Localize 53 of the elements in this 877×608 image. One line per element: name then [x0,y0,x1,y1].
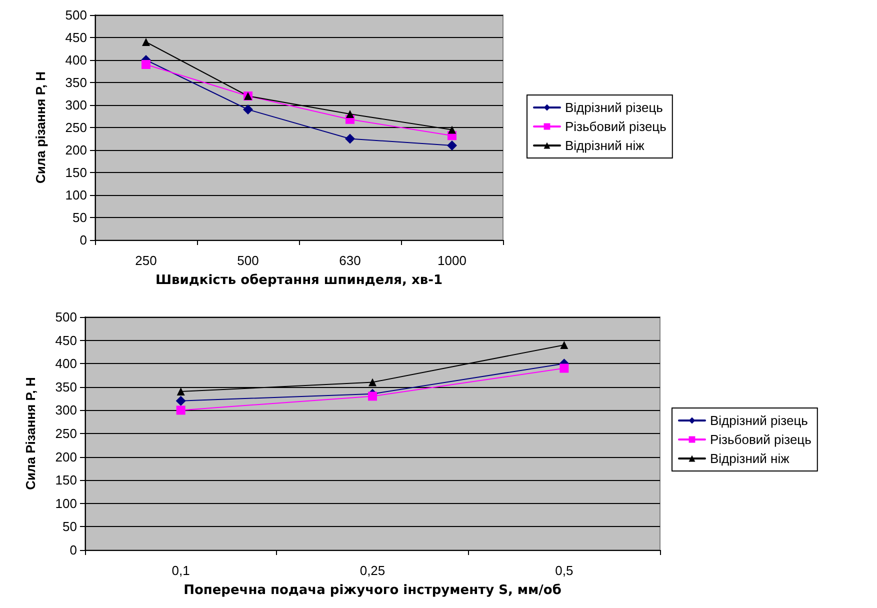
y-tick-label: 150 [55,472,77,488]
y-tick-label: 500 [65,8,87,22]
legend-label: Відрізний різець [710,413,808,428]
y-tick-label: 400 [65,52,87,68]
point [345,134,355,144]
x-tick-label: 1000 [438,253,466,268]
point [176,396,186,406]
y-tick-label: 450 [55,332,77,348]
point [142,38,150,46]
y-tick-label: 350 [65,75,87,90]
x-tick-label: 0,5 [555,563,574,578]
y-axis-title: Сила Різання P, Н [23,377,38,490]
y-tick-label: 200 [65,142,87,158]
point [368,378,376,386]
x-tick-label: 0,25 [360,563,386,578]
y-tick-label: 200 [55,449,77,464]
y-tick-label: 300 [55,402,77,418]
point [448,126,456,134]
legend-label: Різьбовий різець [710,432,812,447]
x-tick-label: 250 [135,253,157,268]
legend-label: Різьбовий різець [565,119,667,134]
legend-label: Відрізний ніж [565,138,645,153]
y-tick-label: 350 [55,379,77,394]
x-tick-label: 0,1 [172,563,190,578]
point [346,110,354,118]
y-tick-label: 150 [65,165,87,180]
y-tick-label: 50 [62,519,77,534]
y-tick-label: 0 [80,232,87,248]
y-axis-title: Сила різання P, Н [33,71,48,184]
y-tick-label: 400 [55,356,77,372]
y-tick-label: 250 [65,120,87,135]
y-tick-label: 100 [65,188,87,202]
point [447,140,457,150]
x-tick-label: 630 [339,253,361,268]
point [243,104,253,114]
point [560,364,569,373]
y-tick-label: 0 [70,542,77,558]
point [142,60,150,69]
point [176,406,186,415]
point [368,392,377,401]
y-tick-label: 50 [72,210,87,225]
x-axis-title: Поперечна подача ріжучого інструменту S, мм/об [184,583,562,598]
y-tick-label: 450 [65,30,87,45]
y-tick-label: 500 [55,310,77,324]
point [176,388,185,396]
legend-label: Відрізний різець [565,100,664,115]
x-axis-title: Швидкість обертання шпинделя, хв-1 [155,273,443,288]
y-tick-label: 300 [65,98,87,112]
y-tick-label: 100 [55,496,77,511]
x-tick-label: 500 [237,253,259,268]
y-tick-label: 250 [55,426,77,441]
point [560,340,568,349]
legend-label: Відрізний ніж [710,451,790,466]
